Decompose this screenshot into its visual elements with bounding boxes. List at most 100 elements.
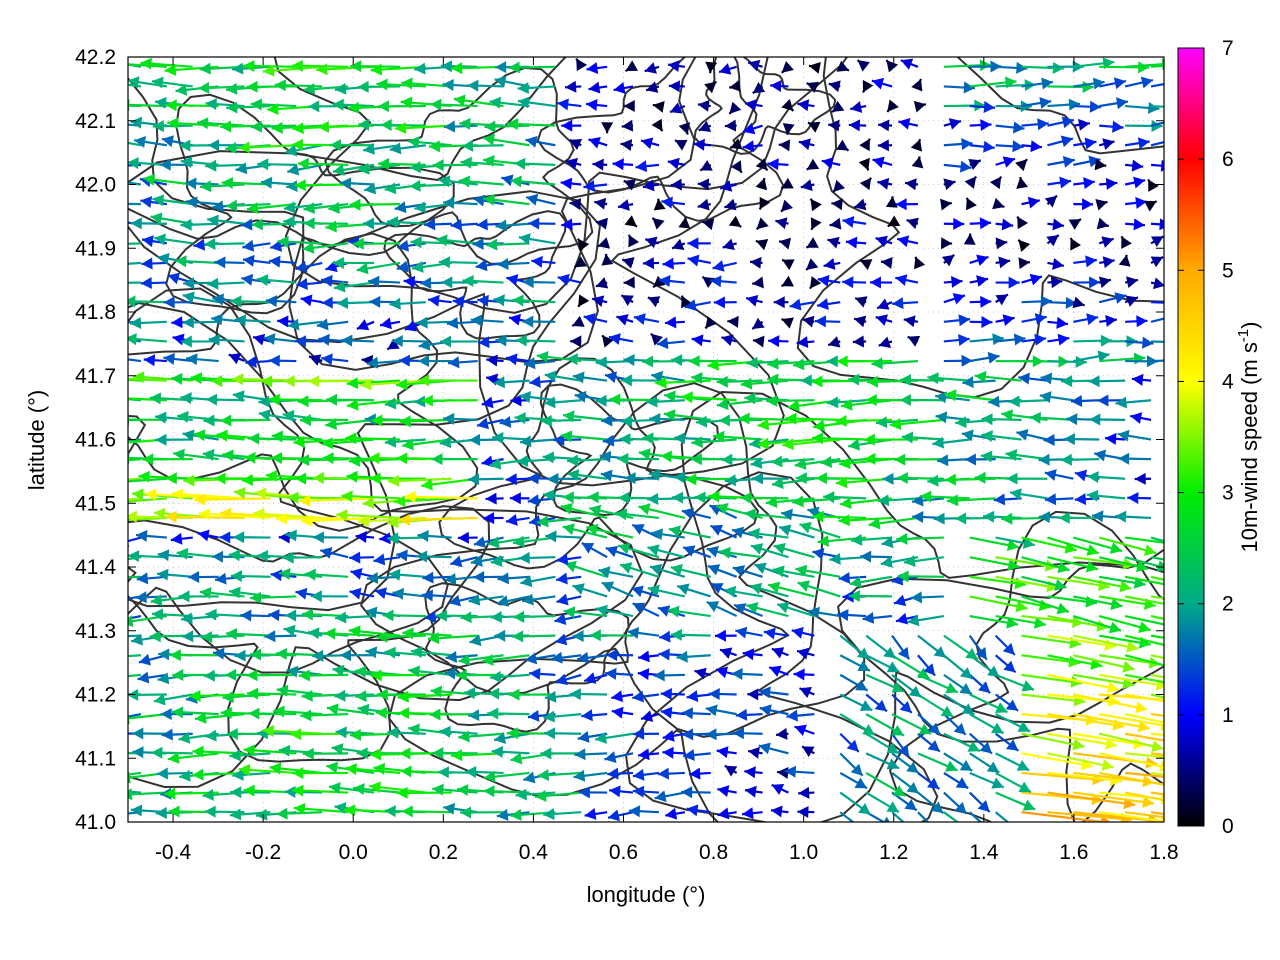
wind-vector (807, 121, 821, 133)
wind-vector-head (1027, 196, 1040, 209)
wind-vector-head (842, 215, 855, 228)
wind-vector-head (732, 565, 746, 577)
wind-vector-head (660, 688, 672, 701)
wind-vector-head (1063, 433, 1075, 446)
wind-vector-head (141, 235, 154, 248)
wind-vector (627, 627, 660, 639)
wind-vector-head (829, 217, 842, 230)
wind-vector (1151, 340, 1164, 343)
wind-vector-head (371, 414, 383, 427)
wind-vector-head (510, 175, 522, 188)
wind-vector-head (527, 472, 539, 485)
wind-vector-head (110, 332, 122, 344)
wind-vector (214, 472, 271, 485)
wind-vector-head (353, 783, 365, 796)
wind-vector (476, 417, 504, 430)
wind-vector-head (694, 491, 706, 504)
wind-vector (859, 177, 873, 191)
wind-vector-head (1017, 721, 1031, 732)
wind-vector-shaft (128, 634, 141, 638)
wind-vector-head (735, 626, 748, 639)
wind-vector-head (911, 156, 924, 169)
wind-vector-head (411, 646, 423, 659)
wind-vector-head (544, 370, 557, 383)
wind-vector-head (1034, 333, 1047, 346)
wind-vector (638, 650, 660, 663)
wind-vector-head (859, 259, 873, 271)
wind-vector (1150, 256, 1164, 268)
wind-vector-head (253, 508, 265, 521)
wind-vector (561, 119, 582, 132)
wind-vector (681, 707, 711, 720)
wind-vector-head (945, 760, 958, 772)
wind-vector-head (400, 765, 412, 778)
wind-vector-head (98, 672, 110, 684)
wind-vector-head (467, 473, 480, 486)
wind-vector-head (778, 139, 791, 152)
wind-vector-head (812, 510, 824, 523)
wind-vector (969, 693, 1008, 714)
wind-vector (268, 393, 323, 406)
wind-vector-head (577, 730, 590, 743)
wind-vector-head (821, 157, 834, 170)
wind-vector-head (312, 649, 324, 662)
wind-vector-head (242, 239, 255, 252)
wind-vector (704, 80, 718, 94)
wind-vector-head (283, 215, 295, 228)
wind-vector (601, 581, 634, 598)
wind-vector (892, 297, 919, 310)
wind-vector (994, 654, 1017, 674)
wind-vector (1150, 575, 1164, 581)
wind-vector-head (138, 470, 150, 483)
wind-vector (903, 555, 944, 568)
wind-vector (508, 688, 556, 701)
wind-vector-head (646, 395, 658, 408)
wind-vector (232, 768, 271, 781)
wind-vector-head (572, 583, 585, 595)
wind-vector (810, 217, 822, 231)
wind-vector-head (727, 315, 739, 328)
wind-vector-head (1135, 701, 1148, 714)
wind-vector-head (443, 120, 456, 133)
wind-vector (1047, 176, 1072, 189)
wind-vector-head (859, 138, 870, 152)
wind-vector-head (601, 122, 614, 134)
wind-vector-head (155, 806, 167, 819)
wind-vector-head (172, 333, 185, 346)
wind-vector (163, 352, 193, 365)
wind-vector-head (812, 547, 825, 560)
wind-vector (631, 523, 660, 539)
wind-vector (651, 370, 686, 383)
wind-vector-head (794, 724, 807, 736)
wind-vector-head (349, 587, 362, 600)
wind-vector (653, 198, 666, 211)
wind-vector-head (128, 157, 139, 170)
wind-vector-head (1098, 579, 1110, 592)
wind-vector (943, 217, 965, 230)
wind-vector-head (1052, 218, 1065, 231)
wind-vector-head (622, 257, 635, 269)
wind-vector (1005, 449, 1048, 461)
wind-vector (646, 395, 685, 408)
wind-vector-head (677, 583, 690, 596)
wind-vector (388, 474, 452, 487)
wind-vector-head (697, 198, 710, 211)
wind-vector (571, 315, 585, 327)
wind-vector-head (386, 216, 399, 229)
wind-vector (128, 301, 142, 305)
wind-vector-head (429, 708, 441, 721)
wind-vector-head (1033, 616, 1046, 629)
wind-vector (647, 584, 686, 598)
wind-vector-head (286, 180, 298, 193)
wind-vector-head (420, 277, 432, 290)
wind-vector (565, 157, 582, 170)
wind-vector (228, 586, 271, 599)
wind-vector-head (812, 432, 824, 445)
wind-vector (885, 59, 899, 73)
wind-vector-head (329, 139, 341, 152)
wind-vector-shaft (1150, 317, 1164, 323)
wind-vector (1115, 396, 1152, 409)
wind-vector (605, 667, 634, 680)
wind-vector-head (914, 256, 926, 270)
wind-vector-head (468, 709, 480, 722)
